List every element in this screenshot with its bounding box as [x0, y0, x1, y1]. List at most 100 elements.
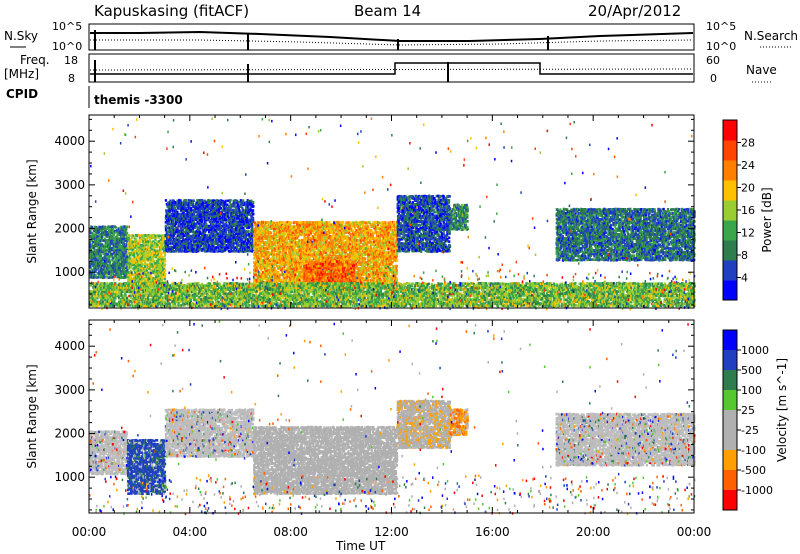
echo-cell — [196, 213, 198, 216]
station-title: Kapuskasing (fitACF) — [94, 2, 249, 20]
echo-cell — [169, 231, 171, 234]
echo-cell — [248, 248, 250, 251]
echo-cell — [143, 277, 145, 280]
beam-title: Beam 14 — [354, 2, 421, 20]
echo-cell — [219, 217, 221, 220]
echo-cell — [290, 222, 292, 225]
echo-cell — [123, 269, 125, 272]
nave-tick-top: 60 — [706, 54, 720, 67]
nsky-label: N.Sky — [4, 29, 38, 43]
echo-cell — [250, 200, 252, 203]
echo-cell — [282, 221, 284, 224]
echo-cell — [238, 201, 240, 204]
nave-series — [90, 69, 693, 70]
nsky-panel — [89, 24, 694, 50]
nave-tick-bottom: 0 — [710, 72, 717, 85]
echo-cell — [164, 263, 166, 266]
echo-cell — [109, 261, 111, 264]
echo-cell — [276, 255, 278, 258]
echo-cell — [162, 260, 164, 263]
nsky-tick-top: 10^5 — [52, 20, 82, 33]
echo-cell — [183, 217, 185, 220]
echo-cell — [255, 269, 257, 272]
cpid-label: CPID — [6, 87, 38, 101]
freq-label-1: Freq. — [20, 53, 50, 67]
echo-cell — [174, 207, 176, 210]
nsearch-label: N.Search — [744, 29, 798, 43]
echo-cell — [252, 213, 254, 216]
echo-cell — [141, 263, 143, 266]
echo-cell — [235, 236, 237, 239]
echo-cell — [126, 232, 128, 235]
echo-cell — [258, 250, 260, 253]
echo-cell — [126, 226, 128, 229]
freq-label-2: [MHz] — [4, 67, 39, 81]
echo-cell — [156, 276, 158, 279]
freq-tick-bottom: 8 — [68, 72, 75, 85]
echo-cell — [176, 211, 178, 214]
freq-series — [90, 63, 693, 74]
echo-cell — [299, 224, 301, 227]
echo-cell — [280, 279, 282, 282]
echo-cell — [308, 221, 310, 224]
echo-cell — [182, 229, 184, 232]
echo-cell — [273, 253, 275, 256]
echo-cell — [164, 269, 166, 272]
echo-cell — [252, 217, 254, 220]
echo-cell — [310, 252, 312, 255]
echo-cell — [113, 256, 115, 259]
echo-cell — [169, 250, 171, 253]
echo-cell — [258, 239, 260, 242]
echo-cell — [275, 270, 277, 273]
echo-cell — [225, 231, 227, 234]
cpid-value: themis -3300 — [94, 93, 183, 107]
echo-cell — [322, 248, 324, 251]
echo-cell — [164, 275, 166, 278]
rti-figure: Kapuskasing (fitACF) Beam 14 20/Apr/2012… — [0, 0, 800, 554]
echo-cell — [225, 200, 227, 203]
echo-cell — [215, 238, 217, 241]
echo-cell — [129, 235, 131, 238]
echo-cell — [238, 244, 240, 247]
echo-cell — [312, 231, 314, 234]
echo-cell — [115, 226, 117, 229]
echo-cell — [240, 199, 242, 202]
echo-cell — [264, 243, 266, 246]
echo-cell — [193, 199, 195, 202]
echo-cell — [252, 201, 254, 204]
echo-cell — [148, 258, 150, 261]
echo-cell — [144, 279, 146, 282]
echo-cell — [144, 265, 146, 268]
nave-label: Nave — [746, 63, 777, 77]
freq-panel — [89, 54, 694, 82]
echo-cell — [103, 276, 105, 279]
echo-cell — [158, 234, 160, 237]
echo-cell — [104, 247, 106, 250]
echo-cell — [274, 267, 276, 270]
echo-cell — [252, 209, 254, 212]
echo-cell — [266, 225, 268, 228]
echo-cell — [164, 260, 166, 263]
echo-cell — [100, 254, 102, 257]
echo-cell — [252, 205, 254, 208]
echo-cell — [131, 258, 133, 261]
echo-cell — [230, 199, 232, 202]
power-data-layer — [89, 117, 696, 310]
echo-cell — [125, 228, 127, 231]
echo-cell — [267, 277, 269, 280]
echo-cell — [244, 225, 246, 228]
echo-cell — [238, 250, 240, 253]
echo-cell — [130, 266, 132, 269]
freq-tick-top: 18 — [64, 54, 78, 67]
echo-cell — [161, 252, 163, 255]
echo-cell — [274, 249, 276, 252]
echo-cell — [268, 243, 270, 246]
echo-cell — [164, 258, 166, 261]
echo-cell — [284, 273, 286, 276]
nsearch-tick-bottom: 10^0 — [706, 40, 736, 53]
nsky-tick-bottom: 10^0 — [52, 40, 82, 53]
echo-cell — [106, 276, 108, 279]
echo-cell — [164, 273, 166, 276]
nsearch-tick-top: 10^5 — [706, 20, 736, 33]
